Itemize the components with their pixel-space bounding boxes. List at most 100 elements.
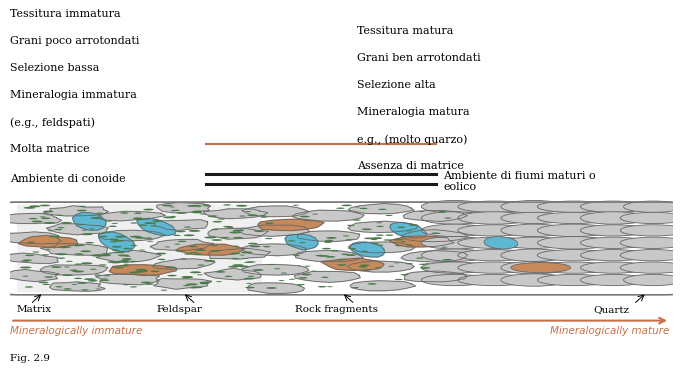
Ellipse shape — [91, 255, 102, 257]
Ellipse shape — [138, 224, 147, 226]
FancyBboxPatch shape — [3, 202, 680, 295]
Ellipse shape — [225, 276, 232, 277]
Ellipse shape — [501, 224, 567, 237]
Ellipse shape — [218, 218, 225, 220]
Ellipse shape — [117, 260, 129, 262]
Ellipse shape — [173, 235, 181, 236]
Ellipse shape — [444, 217, 451, 219]
Ellipse shape — [102, 253, 111, 255]
Ellipse shape — [29, 218, 38, 219]
Ellipse shape — [118, 255, 129, 257]
Ellipse shape — [421, 274, 488, 286]
Ellipse shape — [135, 237, 145, 239]
Ellipse shape — [25, 255, 34, 256]
Ellipse shape — [166, 267, 176, 268]
Ellipse shape — [44, 276, 54, 278]
Ellipse shape — [164, 246, 170, 248]
Ellipse shape — [113, 251, 125, 254]
Polygon shape — [153, 259, 215, 269]
Ellipse shape — [341, 204, 352, 206]
Ellipse shape — [230, 231, 242, 233]
Ellipse shape — [274, 268, 280, 269]
Ellipse shape — [376, 222, 382, 223]
Ellipse shape — [620, 212, 686, 223]
Ellipse shape — [324, 242, 332, 243]
Polygon shape — [401, 230, 468, 242]
Ellipse shape — [186, 284, 198, 285]
Polygon shape — [295, 251, 363, 262]
Ellipse shape — [239, 216, 246, 217]
Ellipse shape — [221, 237, 229, 238]
Ellipse shape — [377, 244, 384, 246]
Ellipse shape — [91, 217, 102, 219]
Text: e.g., (molto quarzo): e.g., (molto quarzo) — [357, 134, 468, 145]
Ellipse shape — [245, 211, 251, 212]
Ellipse shape — [211, 245, 218, 246]
Ellipse shape — [581, 250, 646, 261]
Ellipse shape — [63, 288, 71, 290]
Ellipse shape — [326, 237, 337, 239]
Ellipse shape — [190, 252, 197, 253]
Ellipse shape — [421, 201, 488, 213]
Text: Assenza di matrice: Assenza di matrice — [357, 161, 464, 171]
Ellipse shape — [180, 258, 187, 260]
Ellipse shape — [322, 248, 331, 249]
Ellipse shape — [69, 270, 78, 271]
Ellipse shape — [38, 282, 48, 283]
Ellipse shape — [581, 274, 646, 286]
Ellipse shape — [120, 265, 129, 267]
Ellipse shape — [112, 250, 120, 251]
Ellipse shape — [212, 239, 222, 241]
Ellipse shape — [581, 225, 646, 236]
Ellipse shape — [223, 226, 233, 228]
Ellipse shape — [49, 236, 60, 237]
Ellipse shape — [501, 274, 567, 286]
Ellipse shape — [304, 266, 311, 267]
Ellipse shape — [109, 226, 117, 227]
FancyBboxPatch shape — [17, 204, 262, 292]
Ellipse shape — [183, 234, 194, 236]
Ellipse shape — [458, 262, 531, 273]
Ellipse shape — [346, 254, 356, 256]
Text: Molta matrice: Molta matrice — [10, 144, 90, 154]
Ellipse shape — [319, 255, 329, 257]
Polygon shape — [403, 210, 467, 221]
Ellipse shape — [139, 249, 145, 250]
Polygon shape — [73, 213, 106, 230]
Ellipse shape — [240, 251, 253, 254]
Polygon shape — [241, 264, 309, 275]
Ellipse shape — [246, 283, 252, 284]
Text: Ambiente di conoide: Ambiente di conoide — [10, 174, 126, 184]
Ellipse shape — [78, 254, 84, 255]
Ellipse shape — [85, 242, 94, 243]
Ellipse shape — [581, 237, 646, 249]
Ellipse shape — [363, 269, 371, 271]
Ellipse shape — [195, 249, 206, 251]
Ellipse shape — [115, 236, 126, 238]
Ellipse shape — [170, 210, 177, 211]
Ellipse shape — [130, 261, 137, 262]
Ellipse shape — [51, 266, 62, 268]
Ellipse shape — [458, 237, 531, 249]
Ellipse shape — [100, 254, 111, 257]
Ellipse shape — [58, 227, 65, 228]
Ellipse shape — [74, 264, 82, 265]
Ellipse shape — [228, 266, 239, 268]
Ellipse shape — [100, 236, 107, 237]
Ellipse shape — [352, 219, 361, 221]
Text: Mineralogically mature: Mineralogically mature — [550, 326, 670, 336]
Polygon shape — [0, 270, 58, 282]
Text: Grani poco arrotondati: Grani poco arrotondati — [10, 36, 140, 46]
Ellipse shape — [233, 237, 243, 238]
Text: Selezione bassa: Selezione bassa — [10, 63, 100, 74]
Ellipse shape — [167, 275, 177, 276]
Ellipse shape — [581, 262, 646, 273]
Ellipse shape — [150, 271, 159, 272]
Ellipse shape — [289, 279, 295, 280]
Polygon shape — [99, 232, 135, 252]
Ellipse shape — [300, 216, 310, 217]
Text: Fig. 2.9: Fig. 2.9 — [10, 354, 50, 363]
Ellipse shape — [95, 288, 101, 290]
Ellipse shape — [60, 222, 72, 224]
Ellipse shape — [145, 283, 154, 285]
